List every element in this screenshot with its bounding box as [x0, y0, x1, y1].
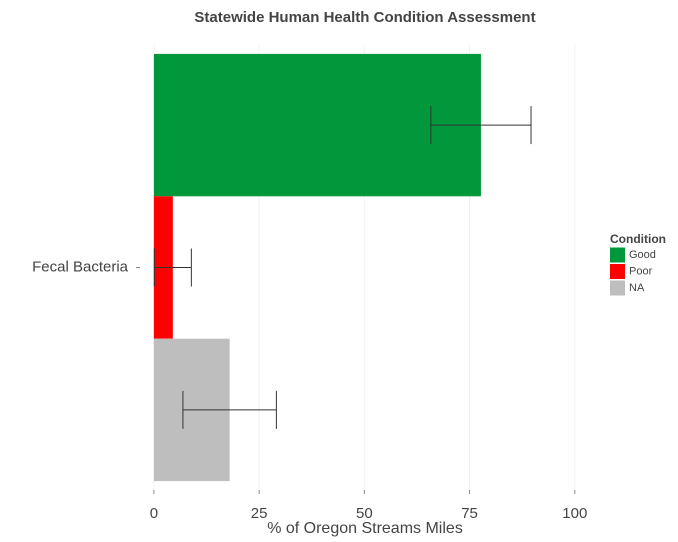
y-tick-label: Fecal Bacteria	[32, 258, 129, 275]
x-tick-label: 25	[251, 505, 268, 522]
legend-label: Poor	[629, 265, 653, 277]
chart-title: Statewide Human Health Condition Assessm…	[194, 9, 535, 26]
x-tick-label: 50	[356, 505, 373, 522]
error-bar	[182, 390, 277, 429]
legend-label: Good	[629, 249, 656, 261]
bar	[153, 53, 481, 197]
legend-swatch	[610, 280, 625, 296]
x-tick-label: 100	[562, 505, 587, 522]
x-tick-label: 75	[461, 505, 478, 522]
x-tick-label: 0	[150, 505, 158, 522]
error-bar	[430, 106, 532, 145]
error-bar	[153, 248, 192, 287]
legend-title: Condition	[610, 232, 666, 246]
legend-swatch	[610, 247, 625, 263]
legend-label: NA	[629, 282, 645, 294]
x-axis-label: % of Oregon Streams Miles	[267, 520, 463, 537]
legend-swatch	[610, 264, 625, 279]
